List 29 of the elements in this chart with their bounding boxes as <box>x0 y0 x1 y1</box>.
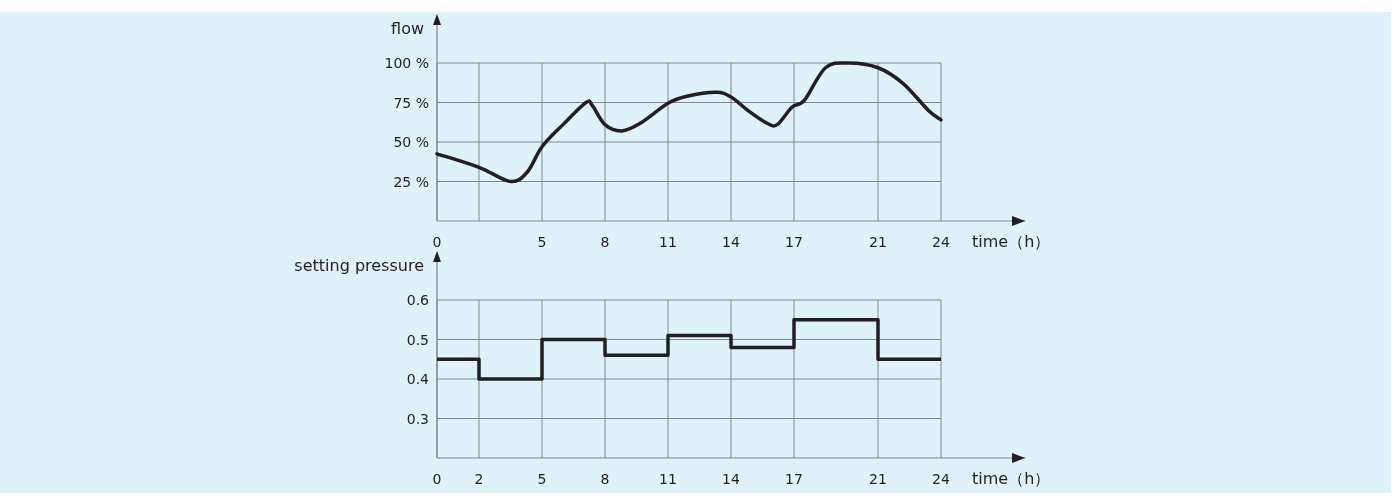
x-axis-title: time（h） <box>972 232 1051 251</box>
x-tick-label: 2 <box>474 471 484 487</box>
y-tick-label: 100 % <box>384 55 429 71</box>
y-tick-label: 75 % <box>393 94 429 111</box>
x-tick-label: 24 <box>932 234 950 250</box>
y-tick-label: 0.6 <box>406 292 430 308</box>
x-tick-label: 21 <box>869 234 887 250</box>
x-tick-label: 0 <box>432 234 442 250</box>
y-tick-label: 0.4 <box>406 371 430 387</box>
x-axis-title: time（h） <box>972 469 1051 488</box>
y-tick-label: 0.5 <box>406 331 429 348</box>
x-tick-label: 5 <box>537 471 547 487</box>
x-tick-label: 0 <box>432 471 442 487</box>
x-tick-label: 14 <box>722 234 740 250</box>
y-axis-title: setting pressure <box>294 256 424 275</box>
x-tick-label: 8 <box>600 471 610 487</box>
y-axis-title: flow <box>391 19 424 38</box>
x-tick-label: 8 <box>600 234 610 250</box>
x-tick-label: 17 <box>785 234 803 250</box>
x-tick-label: 21 <box>869 471 887 487</box>
y-tick-label: 0.3 <box>406 410 429 427</box>
x-tick-label: 11 <box>659 234 677 250</box>
x-tick-label: 24 <box>932 471 950 487</box>
y-tick-label: 25 % <box>393 173 429 190</box>
x-tick-label: 11 <box>659 471 677 487</box>
x-tick-label: 14 <box>722 471 740 487</box>
x-tick-label: 5 <box>537 234 547 250</box>
y-tick-label: 50 % <box>393 134 429 150</box>
x-tick-label: 17 <box>785 471 803 487</box>
